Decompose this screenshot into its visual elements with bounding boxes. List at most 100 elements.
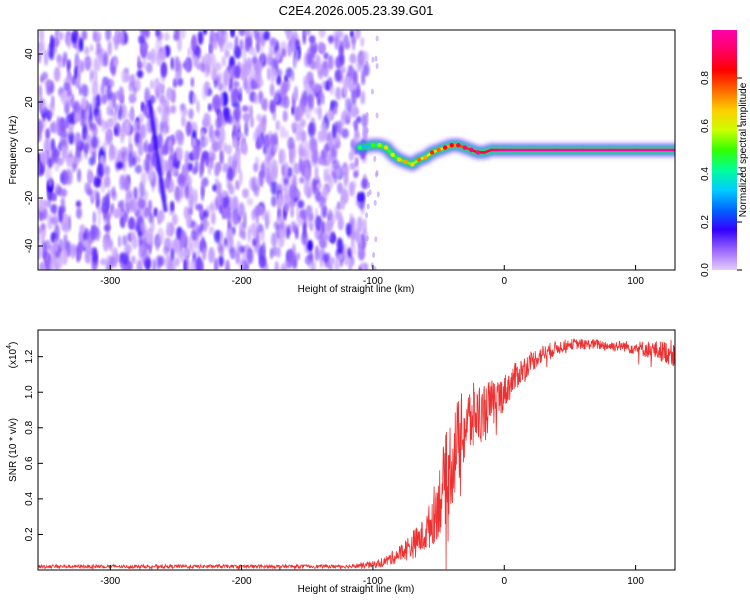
heatmap-noise-cell	[39, 97, 44, 105]
heatmap-noise-cell	[75, 58, 82, 69]
heatmap-noise-cell	[218, 81, 223, 92]
heatmap-noise-cell	[102, 141, 107, 152]
heatmap-noise-cell	[121, 68, 128, 84]
heatmap-noise-cell	[84, 55, 92, 71]
heatmap-noise-cell	[323, 52, 329, 60]
heatmap-noise-cell	[351, 69, 356, 86]
heatmap-noise-cell	[226, 41, 234, 50]
heatmap-noise-cell	[73, 30, 78, 38]
heatmap-noise-cell	[225, 144, 233, 156]
snr-x-tick-label: -300	[100, 576, 120, 587]
heatmap-noise-cell	[246, 247, 254, 265]
heatmap-noise-cell	[60, 172, 65, 184]
heatmap-noise-cell	[239, 169, 243, 186]
heatmap-noise-cell	[203, 112, 211, 127]
heatmap-noise-cell	[333, 257, 340, 270]
heatmap-noise-cell	[358, 55, 363, 70]
heatmap-noise-cell	[249, 104, 253, 120]
heatmap-noise-cell	[77, 168, 82, 183]
heatmap-noise-cell	[371, 56, 375, 63]
heatmap-noise-cell	[109, 256, 116, 268]
heatmap-noise-cell	[191, 228, 198, 241]
heatmap-noise-cell	[332, 123, 337, 139]
heatmap-noise-cell	[255, 242, 260, 250]
heatmap-noise-cell	[373, 199, 377, 206]
heatmap-noise-cell	[38, 198, 45, 213]
snr-y-tick-label: 0.2	[24, 527, 35, 541]
heatmap-noise-cell	[242, 211, 247, 229]
heatmap-noise-cell	[293, 224, 297, 234]
heatmap-noise-cell	[266, 52, 273, 64]
heatmap-noise-cell	[139, 221, 147, 233]
colorbar-tick-label: 0.8	[700, 71, 711, 85]
heatmap-noise-cell	[136, 69, 144, 79]
heatmap-noise-cell	[84, 248, 92, 264]
heatmap-noise-cell	[105, 84, 112, 101]
heatmap-noise-cell	[192, 94, 197, 104]
heatmap-noise-cell	[281, 48, 287, 57]
heatmap-noise-cell	[345, 222, 352, 236]
heatmap-noise-cell	[43, 138, 52, 155]
heatmap-noise-cell	[74, 113, 80, 123]
heatmap-noise-cell	[66, 157, 74, 166]
heatmap-noise-cell	[112, 35, 118, 43]
heatmap-noise-cell	[81, 30, 88, 41]
heatmap-noise-cell	[163, 32, 170, 41]
heatmap-noise-cell	[116, 161, 124, 170]
heatmap-noise-cell	[63, 222, 70, 233]
heatmap-noise-cell	[84, 109, 90, 119]
heatmap-noise-cell	[155, 237, 159, 252]
heatmap-noise-cell	[130, 73, 136, 89]
heatmap-noise-cell	[75, 200, 82, 208]
heatmap-noise-cell	[308, 212, 314, 222]
heatmap-noise-cell	[74, 66, 79, 80]
heatmap-noise-cell	[177, 36, 182, 52]
heatmap-noise-cell	[133, 86, 137, 96]
heatmap-noise-cell	[187, 47, 191, 57]
heatmap-noise-cell	[133, 186, 138, 201]
heatmap-noise-cell	[341, 128, 349, 139]
heatmap-noise-cell	[59, 188, 68, 198]
heatmap-noise-cell	[370, 88, 374, 95]
heatmap-noise-cell	[310, 260, 316, 270]
heatmap-noise-cell	[275, 50, 281, 62]
heatmap-noise-cell	[367, 182, 371, 189]
heatmap-noise-cell	[296, 252, 300, 261]
heatmap-noise-cell	[113, 208, 121, 219]
heatmap-noise-cell	[190, 77, 195, 88]
heatmap-noise-cell	[195, 203, 203, 211]
heatmap-noise-cell	[295, 48, 299, 65]
heatmap-noise-cell	[221, 163, 230, 173]
heatmap-noise-cell	[327, 76, 333, 88]
snr-frame	[37, 329, 676, 571]
snr-series	[38, 338, 675, 570]
heatmap-noise-cell	[145, 231, 153, 245]
heatmap-noise-cell	[322, 60, 329, 78]
heatmap-noise-cell	[205, 220, 210, 228]
heatmap-noise-cell	[163, 237, 172, 253]
heatmap-noise-cell	[155, 30, 160, 37]
heatmap-noise-cell	[264, 167, 270, 183]
heatmap-noise-cell	[245, 263, 249, 270]
heatmap-noise-cell	[211, 67, 218, 81]
heatmap-x-ticks: -300 -200 -100 0 100	[100, 265, 644, 287]
heatmap-noise-cell	[232, 154, 237, 169]
heatmap-noise-cell	[319, 252, 324, 269]
heatmap-noise-cell	[296, 206, 300, 223]
heatmap-noise-cell	[233, 134, 237, 149]
heatmap-noise-cell	[96, 42, 102, 55]
heatmap-noise-cell	[296, 221, 300, 229]
heatmap-noise-cell	[91, 135, 98, 149]
heatmap-noise-cell	[67, 89, 72, 97]
heatmap-noise-cell	[305, 160, 309, 171]
heatmap-noise-cell	[350, 217, 356, 233]
heatmap-noise-cell	[47, 214, 53, 230]
heatmap-noise-cell	[285, 129, 289, 139]
heatmap-noise-cell	[283, 189, 290, 204]
heatmap-noise-cell	[320, 241, 326, 249]
heatmap-noise-cell	[241, 105, 249, 113]
heatmap-noise-cell	[76, 37, 80, 55]
heatmap-noise-cell	[55, 260, 60, 270]
heatmap-noise-cell	[176, 249, 182, 259]
heatmap-noise-cell	[194, 160, 199, 174]
